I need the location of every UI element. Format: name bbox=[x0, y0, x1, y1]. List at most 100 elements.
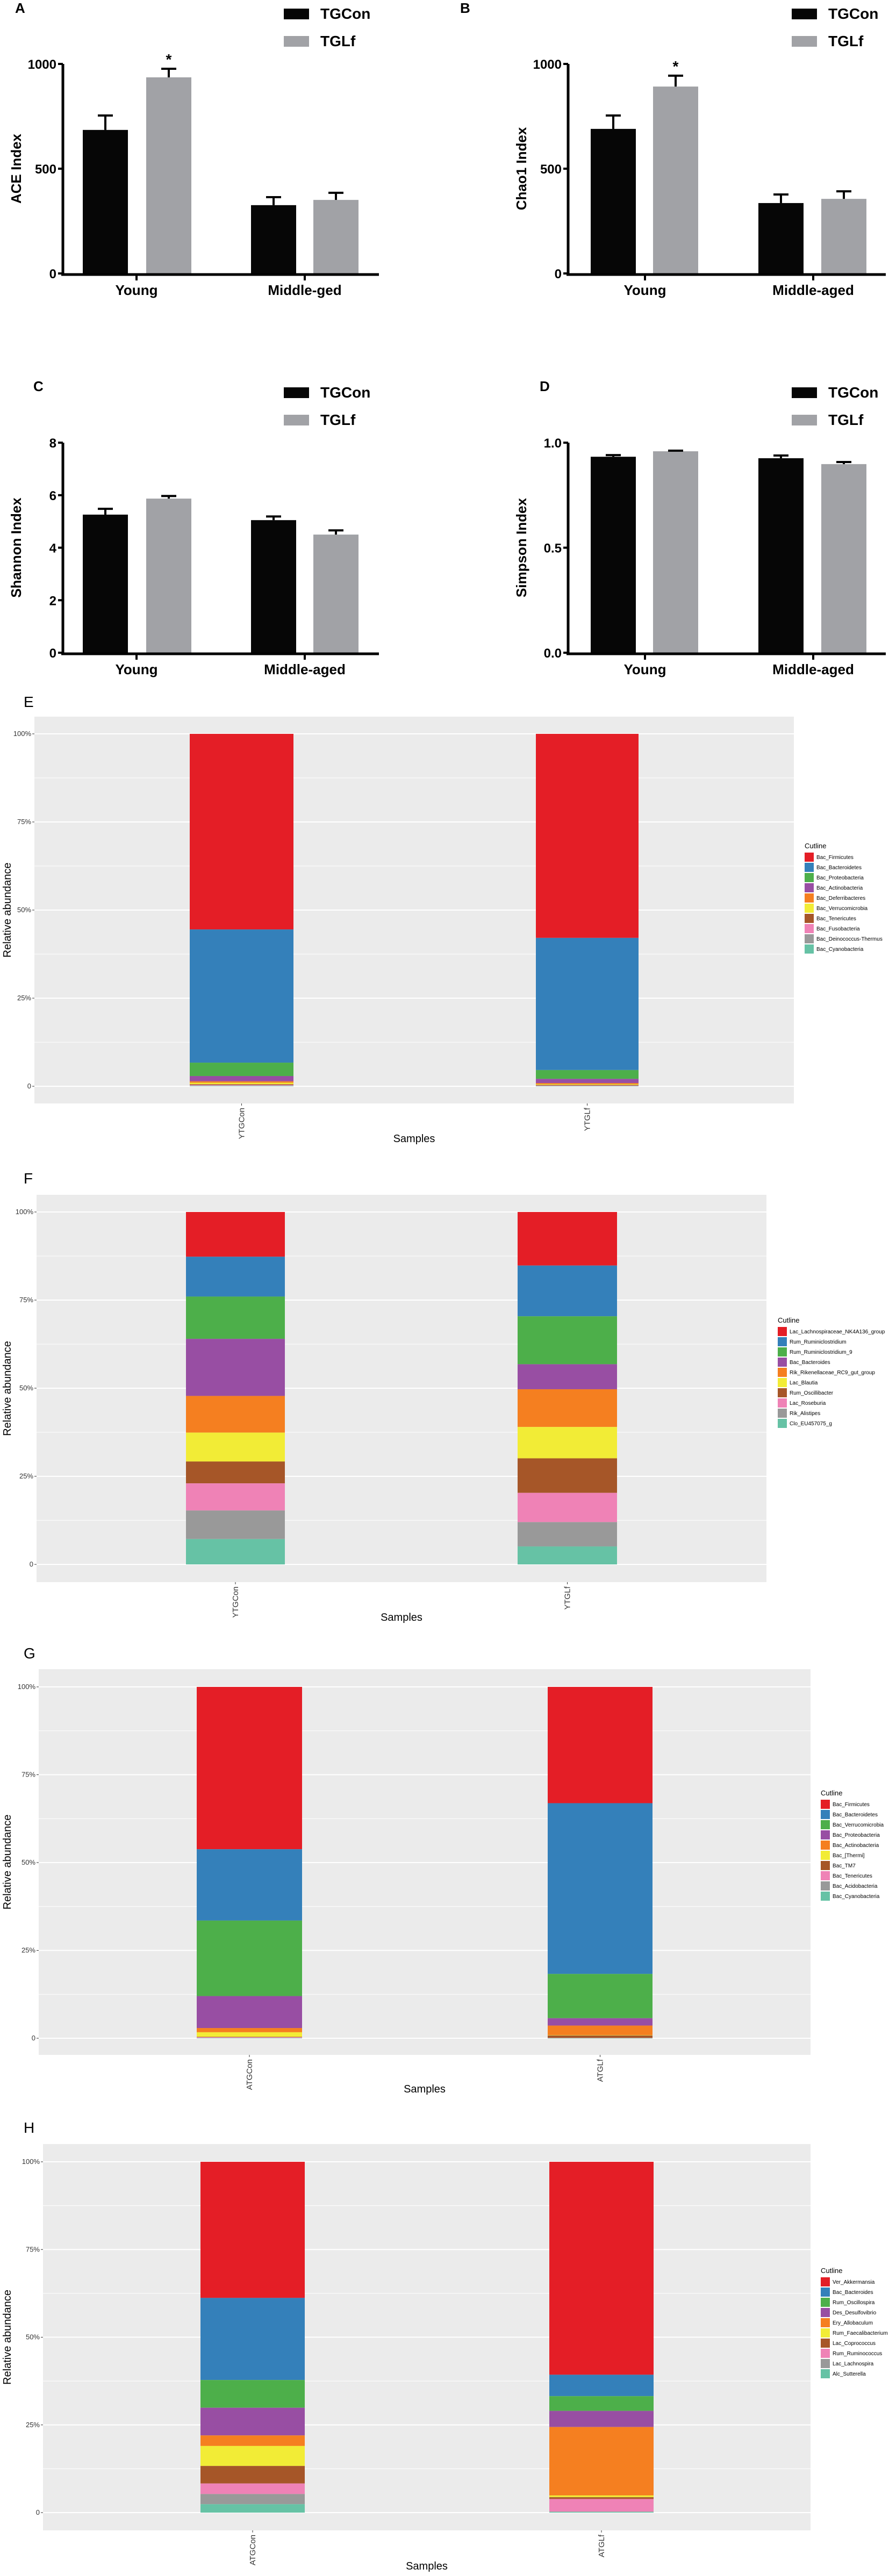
bar-chart-panel-b: B * 0 500 1000 Young Middle-aged Chao1 Index TGC… bbox=[460, 0, 886, 298]
y-axis-title: ACE Index bbox=[8, 133, 24, 204]
stack-segment-bac_verrucomicrobia bbox=[197, 1920, 302, 1996]
x-axis-title: Samples bbox=[406, 2560, 448, 2572]
legend-swatch-tgcon bbox=[284, 387, 309, 398]
legend-label: Ery_Allobaculum bbox=[833, 2320, 873, 2326]
stack-segment-bac_firmicutes bbox=[190, 734, 293, 930]
y-tick-label: 100% bbox=[13, 730, 32, 738]
x-tick-label: ATGLf bbox=[597, 2534, 606, 2557]
legend-swatch bbox=[778, 1337, 787, 1346]
legend-swatch bbox=[805, 883, 814, 892]
legend-swatch-tglf bbox=[792, 415, 817, 425]
legend-label: Rum_Ruminiclostridium bbox=[790, 1339, 847, 1345]
x-tick-label: YTGCon bbox=[238, 1108, 247, 1139]
stack-segment-bac_proteobacteria bbox=[197, 1996, 302, 2029]
stack-segment-bac_bacteroides bbox=[200, 2298, 305, 2380]
stack-segment-lac_lachnospiraceae_nk4a136_group bbox=[186, 1212, 285, 1257]
stack-segment-des_desulfovibrio bbox=[200, 2407, 305, 2436]
y-tick-label: 1.0 bbox=[544, 436, 562, 451]
bar-tgcon-0 bbox=[83, 129, 128, 273]
y-tick-label: 0.0 bbox=[544, 646, 562, 661]
x-tick-label: Young bbox=[116, 282, 158, 298]
stack-segment-rum_ruminiclostridium_9 bbox=[518, 1316, 617, 1365]
stack-segment-bac_proteobacteria bbox=[190, 1063, 293, 1076]
x-axis-title: Samples bbox=[404, 2083, 446, 2095]
legend-swatch-tglf bbox=[284, 36, 309, 47]
bar-tgcon-1 bbox=[251, 520, 296, 653]
panel-label: F bbox=[24, 1170, 33, 1187]
x-tick-label: Young bbox=[624, 282, 666, 298]
stack-segment-lac_roseburia bbox=[186, 1483, 285, 1511]
y-tick-label: 100% bbox=[18, 1683, 36, 1691]
x-tick-label: Young bbox=[116, 661, 158, 677]
stack-segment-bac_actinobacteria bbox=[548, 2025, 653, 2036]
legend-swatch bbox=[821, 2369, 830, 2378]
legend-swatch bbox=[821, 1851, 830, 1860]
bar-tgcon-1 bbox=[758, 203, 804, 273]
panel-label: B bbox=[460, 0, 470, 16]
legend-label: Bac_Tenericutes bbox=[816, 916, 856, 922]
stack-segment-bac_bacteroides bbox=[518, 1364, 617, 1389]
y-axis-title: Chao1 Index bbox=[513, 127, 529, 210]
legend-label: TGCon bbox=[320, 5, 370, 22]
legend-label: Bac_Firmicutes bbox=[816, 855, 854, 861]
stack-segment-alc_sutterella bbox=[200, 2504, 305, 2513]
y-axis-title: Relative abundance bbox=[2, 863, 13, 958]
legend-label: TGCon bbox=[828, 5, 878, 22]
y-tick-label: 2 bbox=[49, 594, 56, 608]
legend-swatch bbox=[805, 893, 814, 903]
bar-tglf-1 bbox=[821, 199, 866, 273]
stack-segment-bac_proteobacteria bbox=[536, 1070, 639, 1079]
legend-swatch bbox=[805, 853, 814, 862]
legend-label: Alc_Sutterella bbox=[833, 2371, 866, 2377]
legend-label: Lac_Blautia bbox=[790, 1380, 818, 1386]
stack-segment-rum_ruminiclostridium bbox=[186, 1257, 285, 1297]
stack-segment-ver_akkermansia bbox=[200, 2162, 305, 2298]
y-axis-title: Relative abundance bbox=[2, 1815, 13, 1910]
y-tick-label: 0 bbox=[555, 267, 562, 282]
legend-label: Bac_Deinococcus-Thermus bbox=[816, 936, 883, 942]
legend-swatch bbox=[778, 1327, 787, 1336]
y-tick-label: 0 bbox=[27, 1082, 31, 1090]
legend-title: Cutline bbox=[805, 842, 826, 850]
panel-label: H bbox=[24, 2119, 34, 2136]
legend-swatch bbox=[805, 914, 814, 923]
legend-label: Ver_Akkermansia bbox=[833, 2279, 875, 2285]
stack-segment-bac_actinobacteria bbox=[536, 1079, 639, 1084]
legend-swatch-tgcon bbox=[284, 9, 309, 19]
legend-label: Bac_Proteobacteria bbox=[833, 1832, 880, 1838]
legend-label: Bac_Bacteroides bbox=[790, 1360, 830, 1366]
legend-swatch bbox=[778, 1419, 787, 1428]
y-tick-label: 75% bbox=[19, 1296, 33, 1304]
panel-label: G bbox=[24, 1645, 35, 1662]
legend-swatch bbox=[821, 2277, 830, 2286]
legend-label: Rum_Faecalibacterium bbox=[833, 2330, 888, 2336]
legend-swatch bbox=[821, 2339, 830, 2348]
stack-segment-bac_verrucomicrobia bbox=[190, 1083, 293, 1085]
y-tick-label: 8 bbox=[49, 436, 56, 451]
stack-segment-rum_oscillibacter bbox=[518, 1458, 617, 1493]
bar-tglf-1 bbox=[821, 464, 866, 653]
stack-segment-clo_eu457075_g bbox=[518, 1546, 617, 1564]
stacked-chart-panel-e: E YTGCon YTGLf 0 25% 50% 75% 100% Relative abund… bbox=[2, 694, 883, 1145]
stack-segment-ver_akkermansia bbox=[549, 2162, 654, 2375]
x-tick-label: ATGLf bbox=[596, 2059, 605, 2082]
stack-segment-bac_[thermi] bbox=[548, 2035, 653, 2036]
y-tick-label: 1000 bbox=[28, 57, 56, 72]
y-axis-title: Relative abundance bbox=[2, 2290, 13, 2385]
y-tick-label: 6 bbox=[49, 489, 56, 503]
panel-label: C bbox=[33, 378, 44, 394]
stack-segment-lac_lachnospiraceae_nk4a136_group bbox=[518, 1212, 617, 1266]
stack-segment-bac_verrucomicrobia bbox=[536, 1084, 639, 1085]
stack-segment-bac_cyanobacteria bbox=[197, 2038, 302, 2039]
stack-segment-bac_bacteroidetes bbox=[197, 1849, 302, 1921]
stack-segment-rum_oscillospira bbox=[549, 2396, 654, 2411]
legend-label: Rik_Rikenellaceae_RC9_gut_group bbox=[790, 1370, 875, 1376]
legend-label: Bac_Fusobacteria bbox=[816, 926, 860, 932]
stack-segment-bac_bacteroidetes bbox=[548, 1803, 653, 1974]
bar-tglf-0 bbox=[653, 451, 698, 653]
legend-label: Rum_Oscillibacter bbox=[790, 1390, 834, 1396]
y-tick-label: 0 bbox=[36, 2508, 40, 2516]
legend-swatch bbox=[821, 2328, 830, 2337]
bar-tgcon-0 bbox=[83, 514, 128, 653]
stack-segment-bac_firmicutes bbox=[197, 1687, 302, 1850]
